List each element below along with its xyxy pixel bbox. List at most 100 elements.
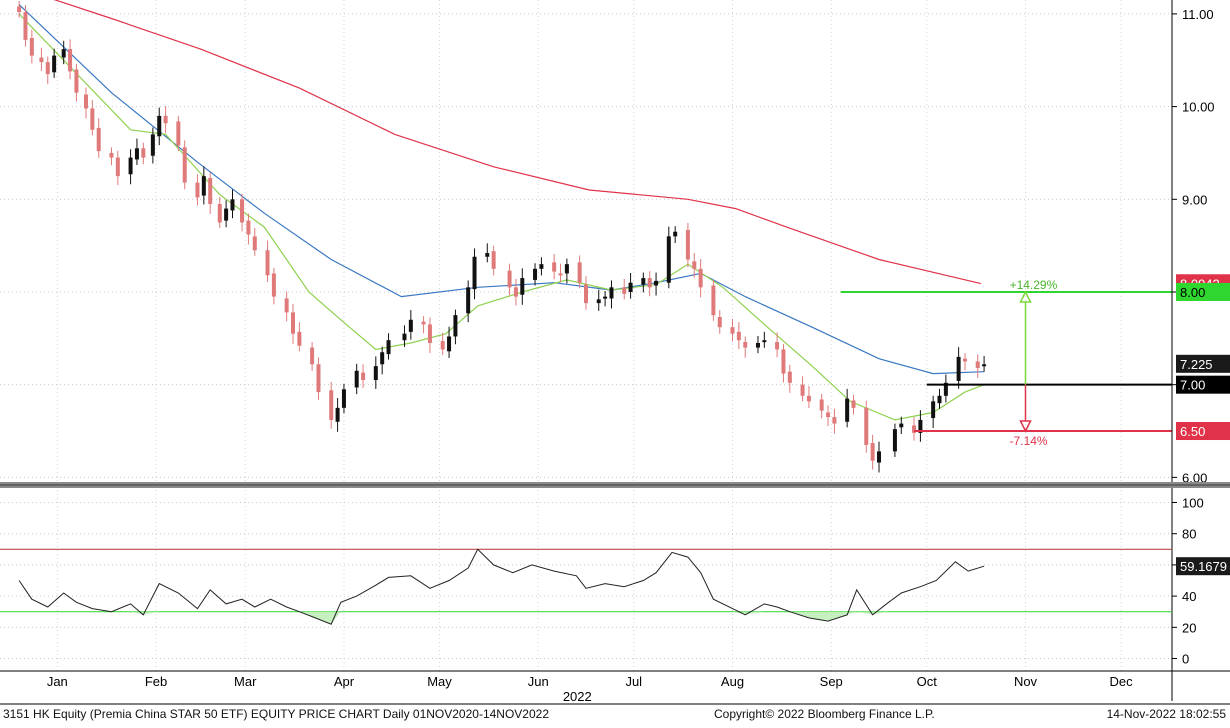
candle <box>711 279 716 321</box>
candle-body <box>851 400 856 408</box>
candle-body <box>386 340 391 355</box>
candle-body <box>698 268 703 288</box>
candle-body <box>654 280 659 286</box>
candle-body <box>373 366 378 381</box>
candle <box>354 363 359 395</box>
price-tick-label: 6.00 <box>1182 470 1207 485</box>
candle <box>819 393 824 419</box>
candle <box>17 0 22 18</box>
candle <box>23 5 28 47</box>
candle-body <box>755 342 760 348</box>
candle-body <box>775 342 780 350</box>
last-price-label-bg <box>1176 354 1230 373</box>
candle-body <box>329 390 334 420</box>
candle <box>975 354 980 378</box>
candle <box>373 356 378 389</box>
candle <box>447 326 452 358</box>
candle-body <box>83 94 88 109</box>
candle-body <box>472 256 477 290</box>
candle <box>912 417 917 441</box>
candle <box>252 228 257 256</box>
candle-body <box>870 443 875 461</box>
candle-body <box>609 287 614 299</box>
candle <box>491 245 496 276</box>
candle-body <box>507 270 512 288</box>
candle-body <box>845 398 850 422</box>
target-level-annotation: +14.29% <box>1010 278 1058 292</box>
candle-body <box>943 382 948 396</box>
price-tick-label: 10.00 <box>1182 100 1215 115</box>
candle <box>943 374 948 403</box>
candle <box>584 276 588 310</box>
candle <box>134 138 139 165</box>
candle-body <box>90 108 95 130</box>
x-tick-label: Jan <box>47 674 68 689</box>
candle <box>402 325 407 347</box>
reference-level-label-text: 7.00 <box>1180 378 1205 393</box>
candle-body <box>641 278 646 285</box>
candle <box>609 280 614 309</box>
candle-body <box>150 134 155 156</box>
candle <box>485 243 490 263</box>
x-tick-label: May <box>427 674 452 689</box>
candle-body <box>316 364 321 393</box>
stop-arrow-head <box>1019 420 1032 433</box>
candle-body <box>240 199 245 223</box>
candle-body <box>730 327 735 334</box>
candle <box>937 388 942 409</box>
candle <box>157 107 162 146</box>
candle <box>892 423 897 457</box>
candle-body <box>128 157 133 175</box>
candle-body <box>975 361 980 368</box>
candle-body <box>453 315 458 337</box>
candle <box>781 343 786 383</box>
candle-body <box>533 268 538 280</box>
candle-body <box>962 358 967 362</box>
candle <box>787 364 792 393</box>
candle <box>176 115 181 152</box>
candle-body <box>877 451 881 463</box>
candle <box>427 317 432 353</box>
candle <box>472 248 477 300</box>
ma-long-line <box>53 0 982 285</box>
candle-body <box>491 251 496 269</box>
candle-body <box>310 347 315 365</box>
rsi-tick-label: 80 <box>1182 527 1196 542</box>
candle-body <box>96 127 101 152</box>
candle <box>717 310 722 334</box>
rsi-tick-label: 40 <box>1182 589 1196 604</box>
candle-body <box>552 262 557 272</box>
candle-body <box>692 261 697 269</box>
candle-body <box>361 372 366 381</box>
candle <box>673 226 678 244</box>
x-tick-label: Nov <box>1014 674 1038 689</box>
candle <box>596 289 601 311</box>
stop-level-label-bg <box>1176 422 1230 441</box>
rsi-panel: 02040608010059.1679 <box>0 495 1230 667</box>
footer-bar: 3151 HK Equity (Premia China STAR 50 ETF… <box>0 704 1230 723</box>
candle-body <box>558 273 563 276</box>
candle-body <box>284 298 289 313</box>
candle <box>603 291 608 307</box>
candle <box>918 410 923 442</box>
candle-body <box>17 6 22 13</box>
x-year-label: 2022 <box>563 689 592 704</box>
candle-body <box>402 333 407 341</box>
rsi-line <box>18 548 985 625</box>
candle <box>271 267 276 305</box>
candle <box>654 272 659 296</box>
candle <box>800 376 805 402</box>
candle-body <box>208 177 213 204</box>
candle-body <box>800 384 805 396</box>
candle <box>45 56 50 85</box>
candle-body <box>354 370 359 388</box>
candle <box>90 100 95 136</box>
candle-body <box>61 49 66 58</box>
candle <box>730 318 735 342</box>
reference-level-label-bg <box>1176 375 1230 394</box>
candle <box>361 364 366 388</box>
candle <box>666 226 671 289</box>
